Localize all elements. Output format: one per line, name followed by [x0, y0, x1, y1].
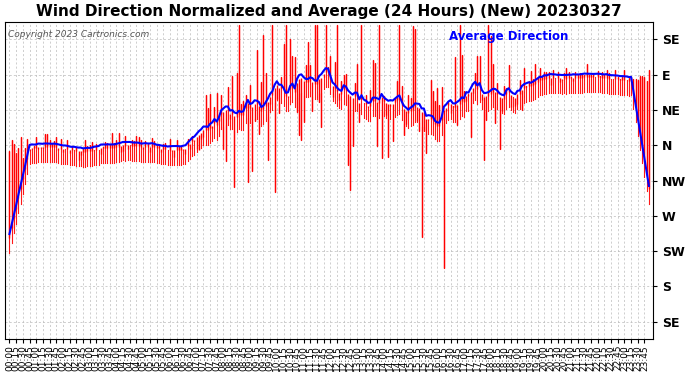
Title: Wind Direction Normalized and Average (24 Hours) (New) 20230327: Wind Direction Normalized and Average (2…: [37, 4, 622, 19]
Text: Average Direction: Average Direction: [449, 30, 569, 43]
Text: Copyright 2023 Cartronics.com: Copyright 2023 Cartronics.com: [8, 30, 150, 39]
